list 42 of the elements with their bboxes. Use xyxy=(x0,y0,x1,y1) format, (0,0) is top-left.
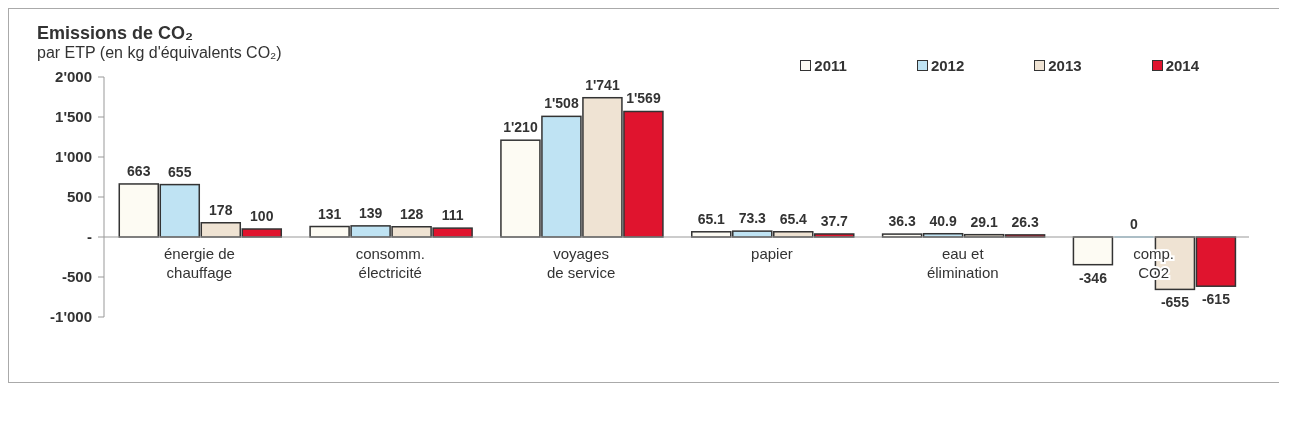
data-label: 131 xyxy=(317,205,342,222)
data-label: 26.3 xyxy=(1011,213,1039,230)
data-label: 178 xyxy=(209,201,233,218)
data-label: 139 xyxy=(358,204,383,221)
data-label: -655 xyxy=(1160,294,1190,311)
data-label: 1'210 xyxy=(503,119,538,136)
data-label: -615 xyxy=(1201,291,1231,308)
data-label: 111 xyxy=(441,207,464,224)
data-label: 128 xyxy=(399,205,424,222)
data-label: -346 xyxy=(1078,269,1108,286)
data-label: 663 xyxy=(127,162,151,179)
data-label: 1'508 xyxy=(544,95,579,112)
legend-label: 2013 xyxy=(1048,57,1082,74)
x-tick-label: eau et élimination xyxy=(926,245,999,281)
data-label: 37.7 xyxy=(820,212,849,229)
y-tick-label: -1'000 xyxy=(50,308,92,325)
data-label: 65.1 xyxy=(697,210,726,227)
data-label: 29.1 xyxy=(970,213,998,230)
data-label: 1'741 xyxy=(585,76,620,93)
x-tick-label: consomm. électricité xyxy=(355,245,425,281)
legend-label: 2011 xyxy=(814,57,847,74)
data-label: 73.3 xyxy=(738,210,767,227)
y-tick-label: 500 xyxy=(66,188,92,205)
y-tick-label: 1'500 xyxy=(55,108,92,125)
y-tick-label: 1'000 xyxy=(55,148,92,165)
legend-label: 2014 xyxy=(1165,57,1199,74)
x-tick-label: énergie de chauffage xyxy=(163,245,235,281)
chart-subtitle: par ETP (en kg d'équivalents CO₂) xyxy=(37,44,282,61)
data-label: 655 xyxy=(168,163,192,180)
y-tick-label: 2'000 xyxy=(55,68,92,85)
data-label: 40.9 xyxy=(929,212,957,229)
data-label: 36.3 xyxy=(888,213,916,230)
data-label: 100 xyxy=(250,208,274,224)
data-label: 0 xyxy=(1130,216,1139,232)
y-tick-label: -500 xyxy=(61,268,92,285)
y-tick-label: - xyxy=(87,228,92,245)
data-label: 65.4 xyxy=(779,210,808,227)
x-tick-label: papier xyxy=(751,245,793,262)
legend-label: 2012 xyxy=(930,57,965,74)
data-label: 1'569 xyxy=(626,90,661,107)
x-tick-label: voyages de service xyxy=(546,245,616,281)
chart-title: Emissions de CO₂ xyxy=(37,23,195,44)
